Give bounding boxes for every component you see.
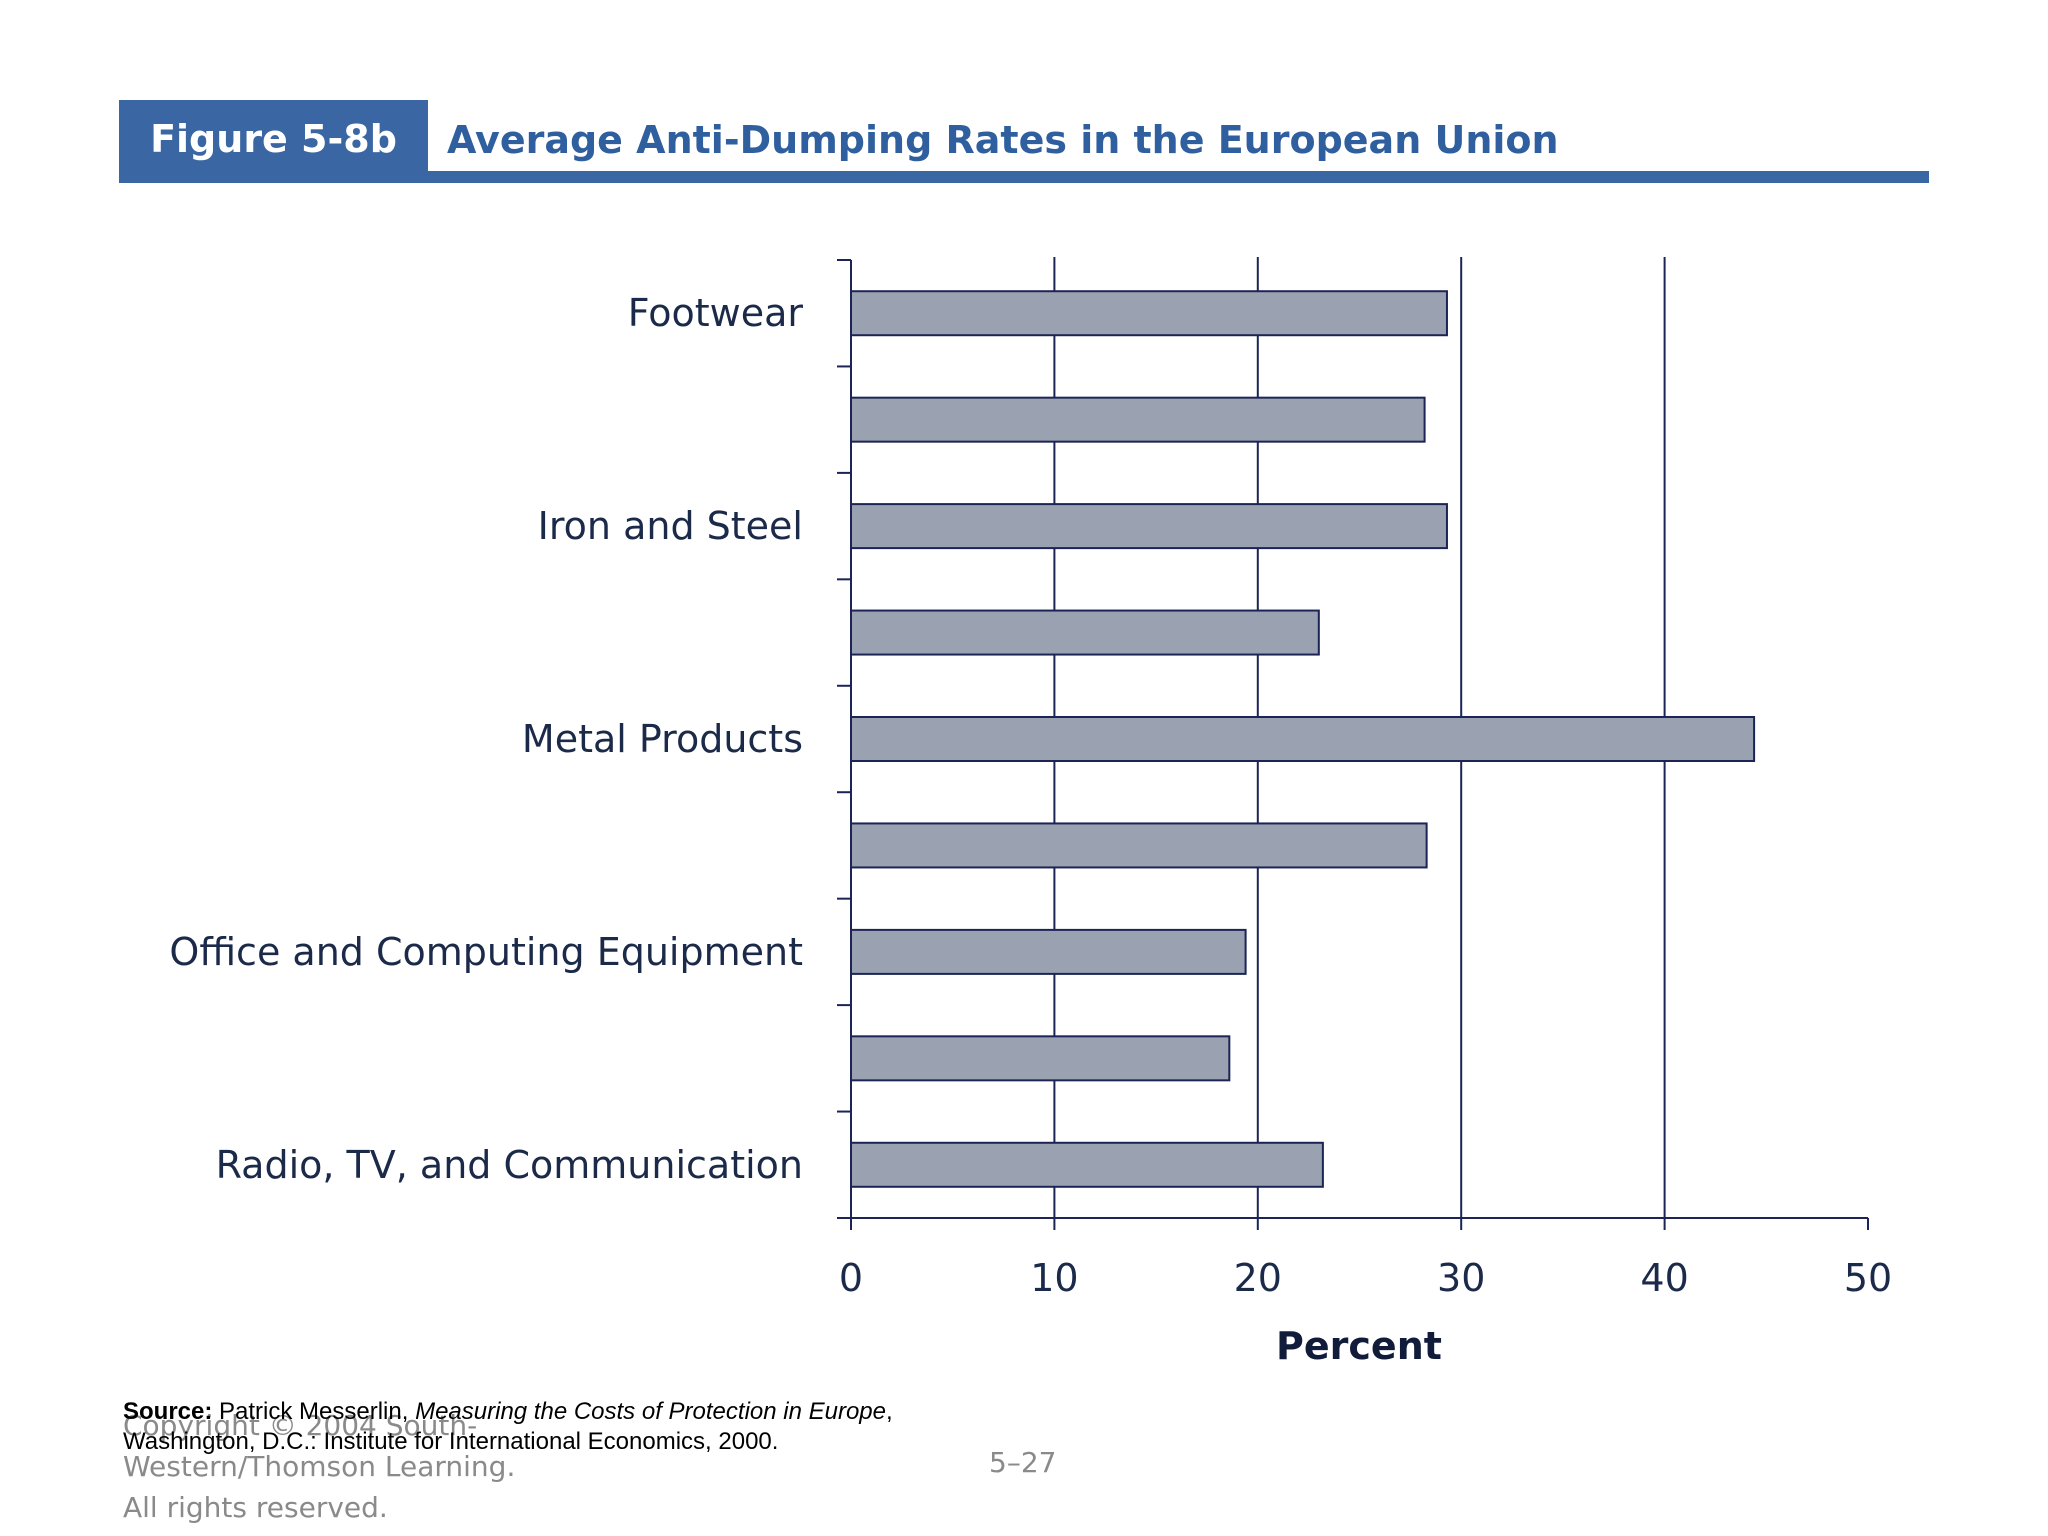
copyright-line-1: Copyright © 2004 South- [123, 1409, 478, 1442]
copyright-line-2: Western/Thomson Learning. [123, 1450, 516, 1483]
bar-7 [850, 928, 1247, 975]
bar-5 [850, 716, 1756, 762]
source-punct: , [886, 1398, 893, 1425]
copyright-notice: Copyright © 2004 South- Western/Thomson … [123, 1405, 623, 1528]
figure-tag: Figure 5-8b [119, 100, 428, 178]
category-label-7: Office and Computing Equipment [169, 930, 803, 974]
chart-title: Average Anti-Dumping Rates in the Europe… [447, 118, 1559, 162]
x-tick-labels: 0 10 20 30 40 50 [839, 1256, 1892, 1300]
bar-4 [850, 609, 1320, 656]
x-tick-label-30: 30 [1437, 1256, 1485, 1300]
bar-chart: Footwear Iron and Steel Metal Products Offi… [169, 257, 1892, 1368]
x-tick-label-0: 0 [839, 1256, 863, 1300]
source-note: Source: Patrick Messerlin, Measuring the… [123, 1397, 1123, 1457]
x-tick-label-20: 20 [1234, 1256, 1282, 1300]
bar-8 [850, 1035, 1231, 1082]
bar-1 [850, 290, 1448, 337]
bar-3 [850, 503, 1448, 550]
category-label-1: Footwear [628, 291, 804, 335]
x-tick-label-40: 40 [1640, 1256, 1688, 1300]
x-axis-title: Percent [1276, 1324, 1442, 1368]
x-tick-label-50: 50 [1844, 1256, 1892, 1300]
slide-number: 5–27 [989, 1446, 1057, 1479]
header-rule [119, 171, 1929, 183]
bar-9 [850, 1141, 1324, 1188]
source-line-2: Washington, D.C.: Institute for Internat… [123, 1428, 779, 1455]
bars [850, 290, 1756, 1188]
source-line-1: Source: Patrick Messerlin, Measuring the… [123, 1397, 1123, 1427]
category-label-9: Radio, TV, and Communication [216, 1143, 803, 1187]
category-labels: Footwear Iron and Steel Metal Products Offi… [169, 291, 803, 1187]
bar-2 [850, 396, 1426, 443]
x-tick-label-10: 10 [1030, 1256, 1078, 1300]
axes [837, 259, 1869, 1230]
category-label-3: Iron and Steel [538, 504, 803, 548]
source-label: Source: [123, 1398, 213, 1425]
source-author: Patrick Messerlin, [219, 1398, 416, 1425]
bar-6 [850, 822, 1428, 869]
figure-header: Figure 5-8b Average Anti-Dumping Rates i… [119, 100, 1929, 183]
category-label-5: Metal Products [522, 717, 803, 761]
source-book-title: Measuring the Costs of Protection in Eur… [415, 1398, 886, 1425]
copyright-line-3: All rights reserved. [123, 1491, 388, 1524]
